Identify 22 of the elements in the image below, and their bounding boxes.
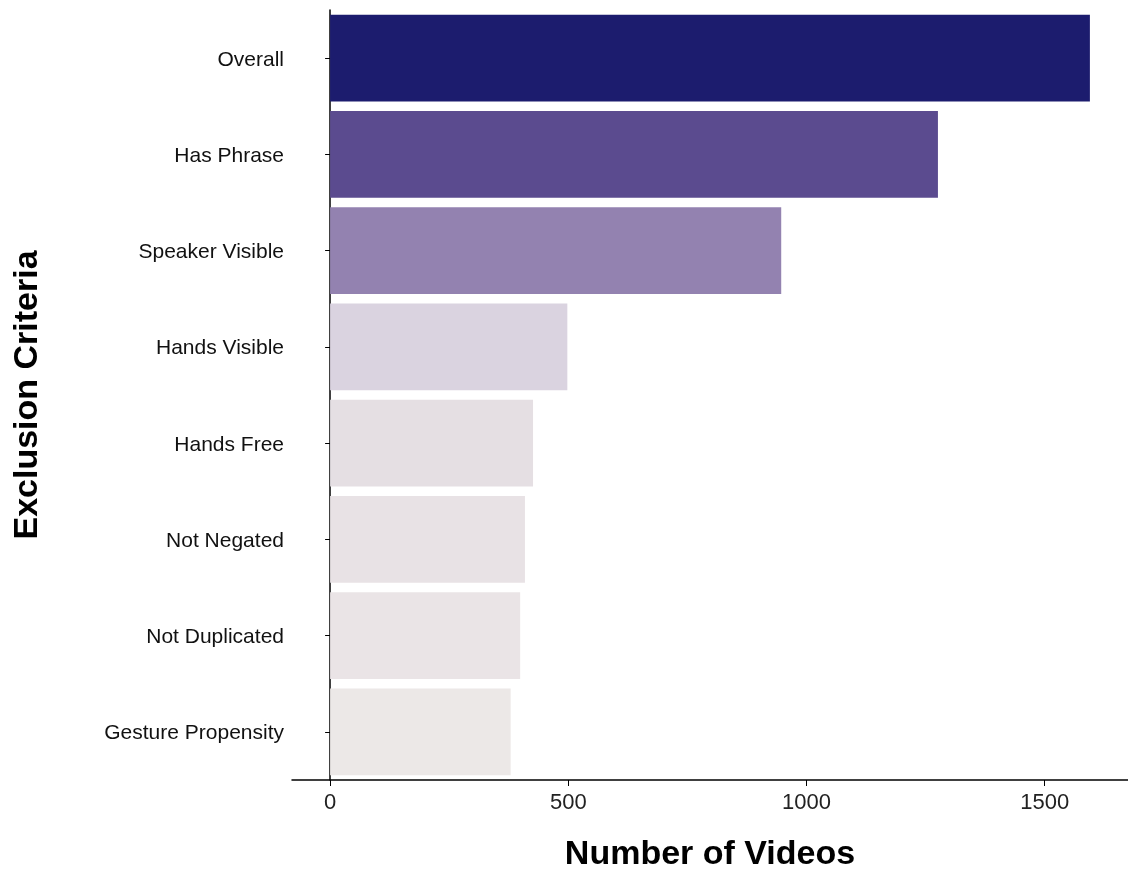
bar: [330, 496, 525, 583]
y-tick-label: Speaker Visible: [138, 239, 284, 263]
x-tick-label: 1500: [1020, 788, 1070, 814]
y-tick-label: Not Duplicated: [146, 624, 284, 648]
bar: [330, 303, 568, 391]
x-axis-title: Number of Videos: [564, 833, 856, 871]
x-tick-label: 0: [323, 788, 337, 814]
x-tick-label: 500: [549, 788, 587, 814]
y-tick-label: Has Phrase: [174, 142, 284, 166]
bar: [330, 399, 534, 487]
bar: [330, 688, 511, 776]
y-tick-label: Gesture Propensity: [104, 720, 285, 744]
bar: [330, 14, 1090, 102]
bar: [330, 207, 782, 294]
y-tick-label: Hands Visible: [155, 335, 284, 359]
y-axis-title: Exclusion Criteria: [6, 249, 44, 540]
bar: [330, 111, 938, 198]
y-tick-label: Not Negated: [166, 527, 284, 551]
y-tick-label: Overall: [217, 46, 284, 70]
bar: [330, 592, 521, 679]
x-tick-label: 1000: [781, 788, 831, 814]
y-tick-label: Hands Free: [174, 431, 284, 455]
